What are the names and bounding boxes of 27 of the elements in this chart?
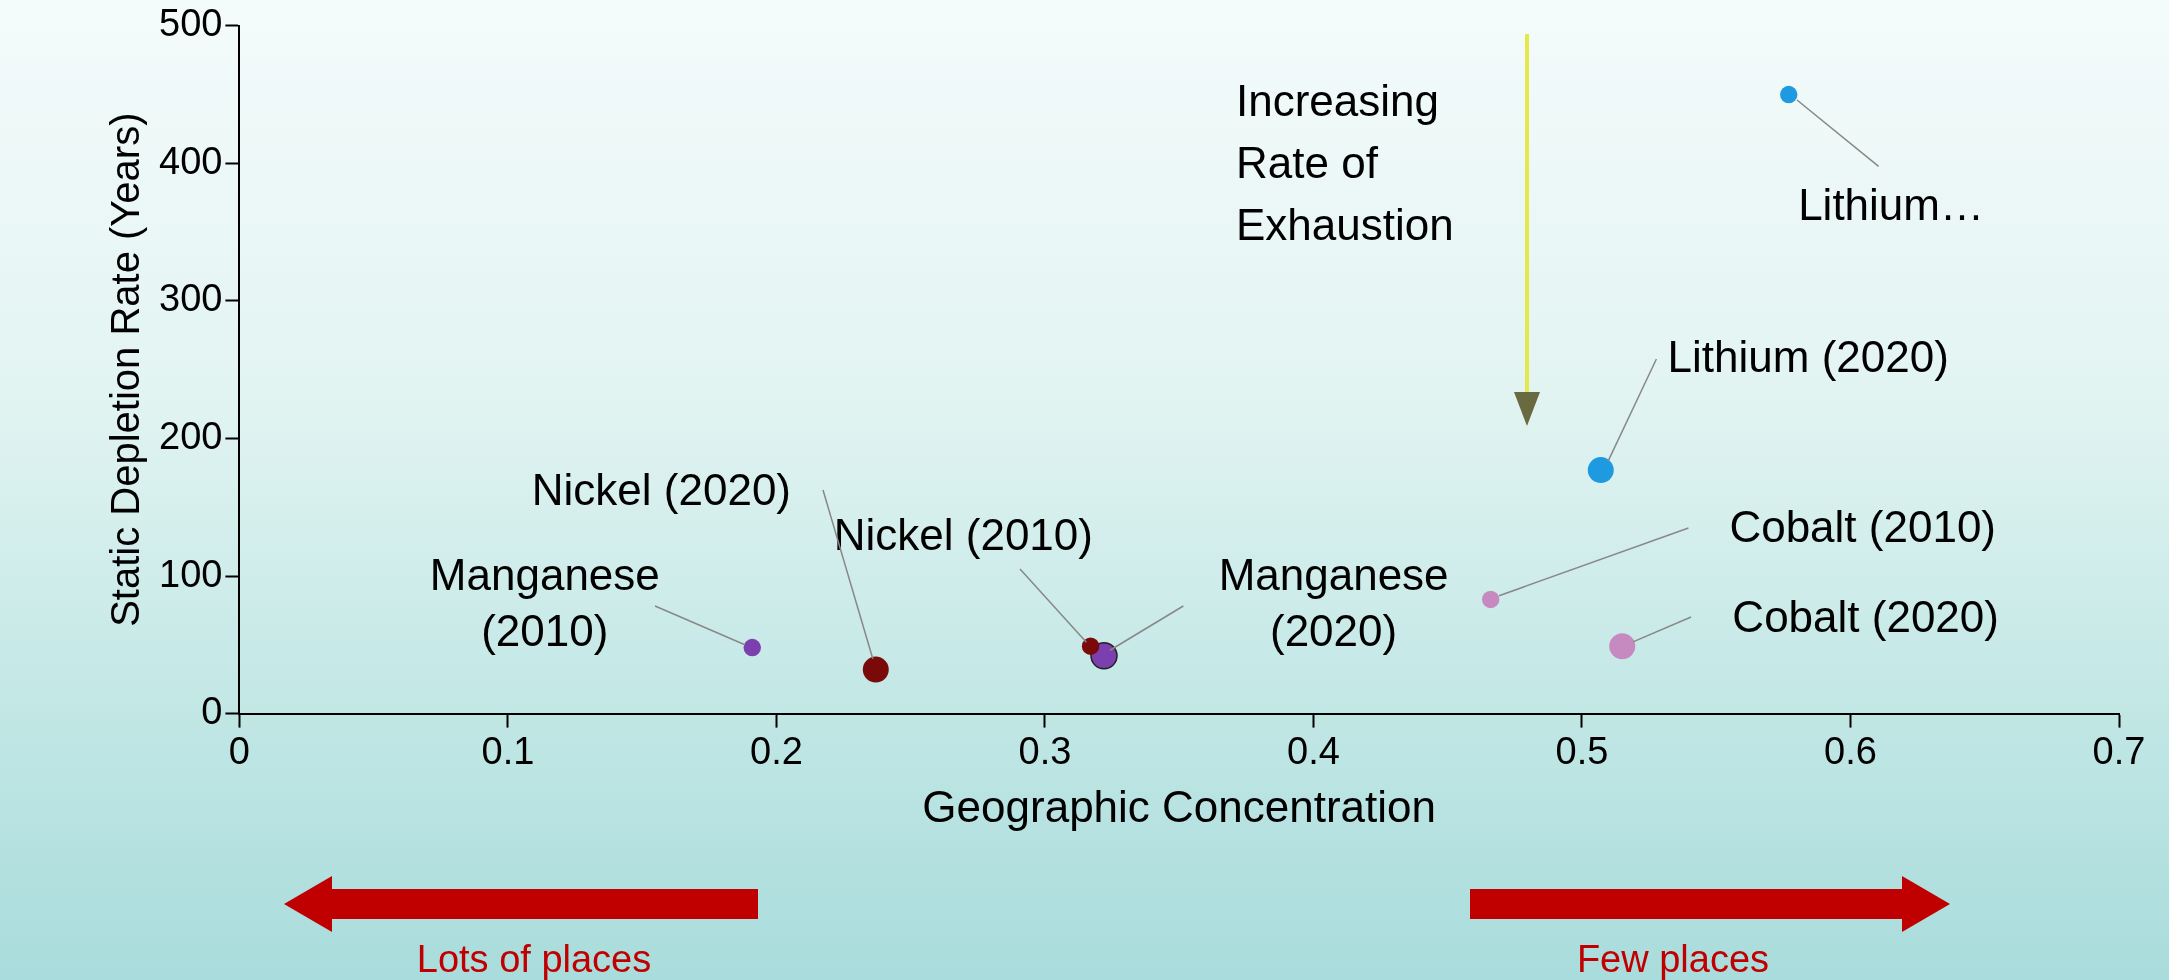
text: Manganese (2020) — [1218, 550, 1449, 656]
text: Cobalt (2010) — [1729, 502, 1997, 552]
series-label: Manganese (2010) — [429, 550, 660, 656]
x-axis-title: Geographic Concentration — [922, 781, 1437, 831]
y-tick-label: 200 — [159, 414, 223, 457]
x-tick-label: 0.1 — [481, 729, 535, 772]
x-tick-label: 0 — [228, 729, 250, 772]
x-tick-label: 0.2 — [750, 729, 803, 772]
y-tick-label: 300 — [159, 277, 223, 320]
text: Lots of places — [415, 937, 653, 980]
text: Nickel (2020) — [531, 464, 792, 514]
x-tick-label: 0.3 — [1018, 729, 1072, 772]
x-tick-label: 0.4 — [1287, 729, 1340, 772]
y-tick-label: 100 — [159, 552, 223, 595]
x-tick-label: 0.6 — [1824, 729, 1877, 772]
series-label: Lithium… — [1798, 180, 1984, 230]
x-tick-label: 0.5 — [1555, 729, 1609, 772]
text: Cobalt (2020) — [1732, 592, 1999, 642]
y-tick-label: 0 — [201, 690, 223, 733]
y-axis-title: Static Depletion Rate (Years) — [103, 112, 148, 627]
y-tick-label: 400 — [159, 139, 223, 182]
text: Lithium (2020) — [1667, 331, 1949, 381]
y-tick-label: 500 — [159, 2, 223, 45]
text: Few places — [1575, 937, 1771, 980]
series-label: Nickel (2010) — [833, 510, 1093, 560]
annotation: Increasing Rate of Exhaustion — [1236, 75, 1455, 251]
x-tick-label: 0.7 — [2092, 729, 2146, 772]
